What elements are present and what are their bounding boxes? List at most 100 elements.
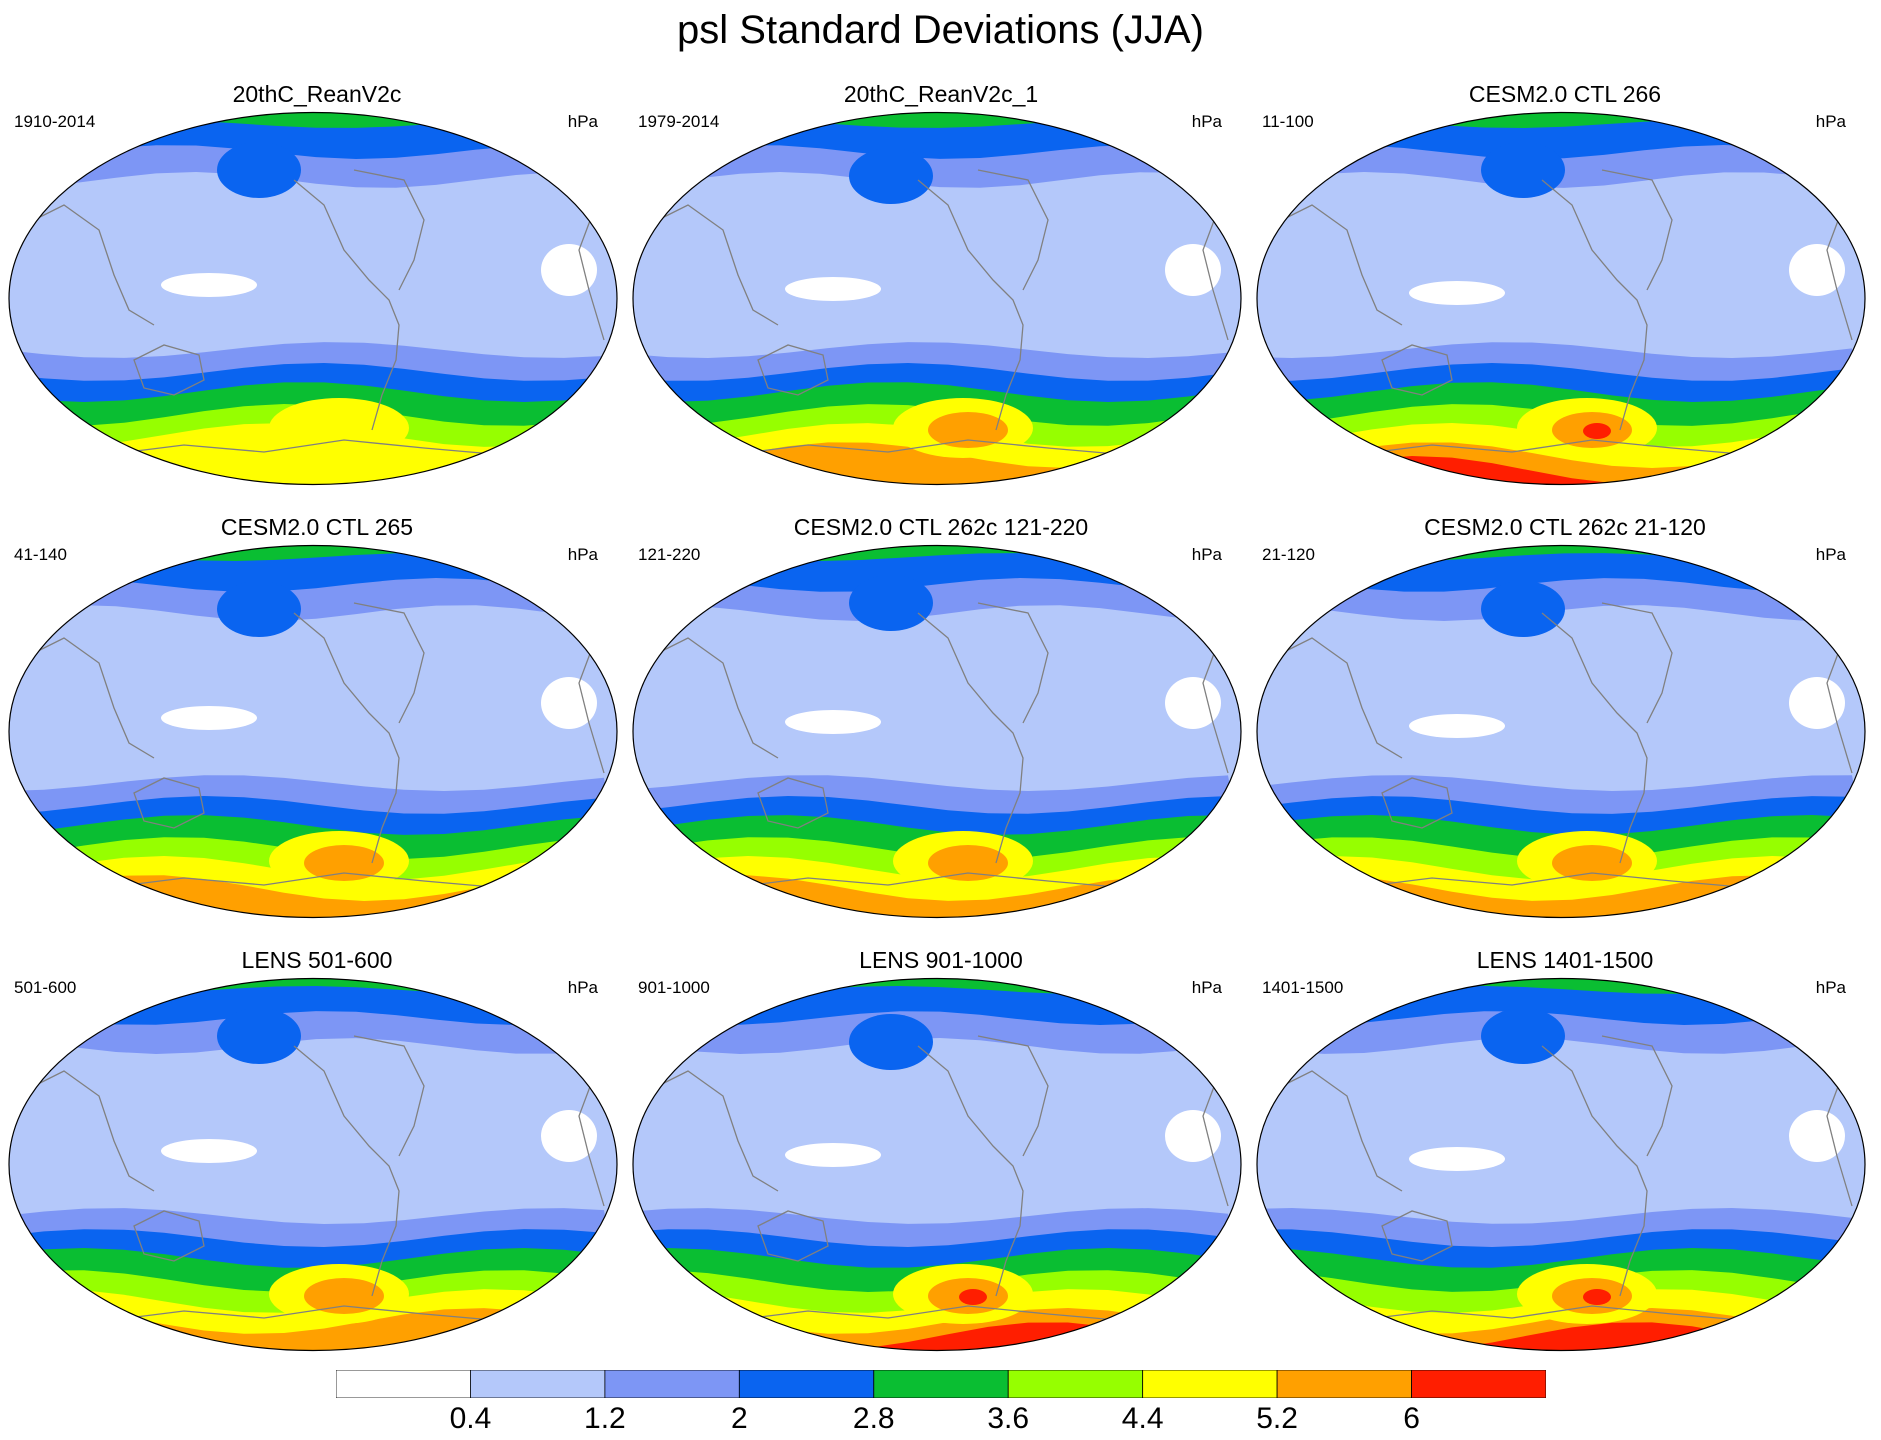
map-outline bbox=[1256, 544, 1866, 919]
colorbar-tick-label: 4.4 bbox=[1121, 1402, 1164, 1435]
colorbar-box bbox=[1276, 1370, 1412, 1398]
map-panel: CESM2.0 CTL 262c 21-120 21-120 hPa bbox=[1252, 513, 1878, 933]
map-plot bbox=[1256, 544, 1866, 919]
coast-asia bbox=[33, 1070, 155, 1192]
colorbar-box bbox=[1142, 1370, 1278, 1398]
map-outline bbox=[1256, 111, 1866, 486]
panel-title: 20thC_ReanV2c bbox=[232, 81, 402, 107]
map-plot bbox=[8, 111, 618, 486]
colorbar-box bbox=[873, 1370, 1009, 1398]
panel-units-label: hPa bbox=[1191, 545, 1222, 564]
map-outline bbox=[8, 111, 618, 486]
colorbar bbox=[336, 1370, 1546, 1398]
colorbar-box bbox=[738, 1370, 875, 1398]
map-panel: 20thC_ReanV2c_1 1979-2014 hPa bbox=[628, 80, 1254, 500]
contour-core-yellow bbox=[269, 398, 409, 458]
panel-title: 20thC_ReanV2c_1 bbox=[843, 81, 1039, 107]
panel-years-label: 1401-1500 bbox=[1262, 978, 1344, 997]
panel-years-label: 21-120 bbox=[1262, 545, 1315, 564]
coast-americas bbox=[917, 179, 1024, 431]
map-panel: LENS 501-600 501-600 hPa bbox=[4, 946, 630, 1366]
coast-australia bbox=[1381, 1210, 1453, 1262]
contour-blob-npacific bbox=[1481, 1008, 1565, 1064]
panel-units-label: hPa bbox=[567, 978, 598, 997]
coastlines bbox=[1281, 169, 1853, 461]
map-panel: LENS 1401-1500 1401-1500 hPa bbox=[1252, 946, 1878, 1366]
contour-patch-atlantic bbox=[541, 677, 597, 729]
coast-asia bbox=[33, 637, 155, 759]
coast-north-america bbox=[353, 1035, 425, 1157]
coast-north-america bbox=[1601, 169, 1673, 291]
panel-units-label: hPa bbox=[1191, 978, 1222, 997]
coast-australia bbox=[133, 1210, 205, 1262]
coast-north-america bbox=[977, 1035, 1049, 1157]
coast-asia bbox=[33, 204, 155, 326]
coast-americas bbox=[293, 179, 400, 431]
figure-title: psl Standard Deviations (JJA) bbox=[677, 8, 1204, 52]
panel-title: CESM2.0 CTL 262c 21-120 bbox=[1424, 514, 1706, 540]
coast-north-america bbox=[353, 169, 425, 291]
map-plot bbox=[632, 111, 1242, 486]
contour-patch-atlantic bbox=[1165, 677, 1221, 729]
map-outline bbox=[1256, 977, 1866, 1352]
colorbar-tick-label: 3.6 bbox=[987, 1402, 1030, 1435]
panel-units-label: hPa bbox=[1191, 112, 1222, 131]
colorbar-box bbox=[336, 1370, 471, 1398]
coast-asia bbox=[1281, 637, 1403, 759]
map-outline bbox=[632, 544, 1242, 919]
coast-australia bbox=[757, 344, 829, 396]
contour-patch-tropics bbox=[1409, 1147, 1505, 1171]
colorbar-tick-label: 2 bbox=[730, 1402, 748, 1435]
coast-australia bbox=[1381, 344, 1453, 396]
coast-asia bbox=[657, 637, 779, 759]
coast-africa bbox=[578, 642, 605, 774]
map-outline bbox=[632, 977, 1242, 1352]
coastlines bbox=[657, 169, 1229, 461]
coast-australia bbox=[1381, 777, 1453, 829]
contour-patch-atlantic bbox=[541, 244, 597, 296]
panel-years-label: 901-1000 bbox=[638, 978, 710, 997]
contour-blob-npacific bbox=[217, 142, 301, 198]
colorbar-tick-label: 2.8 bbox=[852, 1402, 895, 1435]
coast-americas bbox=[917, 1045, 1024, 1297]
contour-patch-tropics bbox=[785, 710, 881, 734]
coast-americas bbox=[917, 612, 1024, 864]
contour-patch-tropics bbox=[161, 706, 257, 730]
coast-asia bbox=[657, 204, 779, 326]
map-plot bbox=[8, 544, 618, 919]
colorbar-tick-label: 5.2 bbox=[1256, 1402, 1298, 1435]
contour-core-orange bbox=[304, 1278, 384, 1314]
panel-years-label: 1979-2014 bbox=[638, 112, 720, 131]
contour-blob-npacific bbox=[849, 148, 933, 204]
contour-patch-atlantic bbox=[1789, 1110, 1845, 1162]
contour-core-orange bbox=[928, 845, 1008, 881]
contour-blob-npacific bbox=[217, 581, 301, 637]
coast-north-america bbox=[977, 602, 1049, 724]
panel-units-label: hPa bbox=[1815, 545, 1846, 564]
coast-africa bbox=[1202, 1075, 1229, 1207]
contour-patch-atlantic bbox=[1789, 677, 1845, 729]
contour-patch-atlantic bbox=[1165, 1110, 1221, 1162]
coast-africa bbox=[1826, 209, 1853, 341]
coast-australia bbox=[757, 1210, 829, 1262]
contour-patch-tropics bbox=[1409, 714, 1505, 738]
colorbar-tick-label: 6 bbox=[1403, 1402, 1420, 1435]
contour-patch-tropics bbox=[161, 273, 257, 297]
coast-asia bbox=[1281, 204, 1403, 326]
panel-units-label: hPa bbox=[1815, 112, 1846, 131]
map-plot bbox=[8, 977, 618, 1352]
coast-americas bbox=[293, 1045, 400, 1297]
contour-blob-npacific bbox=[217, 1008, 301, 1064]
coast-americas bbox=[1541, 612, 1648, 864]
contour-core-orange bbox=[304, 845, 384, 881]
coast-americas bbox=[1541, 179, 1648, 431]
contour-patch-atlantic bbox=[1165, 244, 1221, 296]
contour-blob-npacific bbox=[1481, 581, 1565, 637]
coast-africa bbox=[578, 209, 605, 341]
panel-years-label: 1910-2014 bbox=[14, 112, 96, 131]
colorbar-box bbox=[1007, 1370, 1144, 1398]
contour-core-red bbox=[959, 1289, 987, 1305]
coast-africa bbox=[578, 1075, 605, 1207]
map-plot bbox=[632, 544, 1242, 919]
contour-core-red bbox=[1583, 423, 1611, 439]
